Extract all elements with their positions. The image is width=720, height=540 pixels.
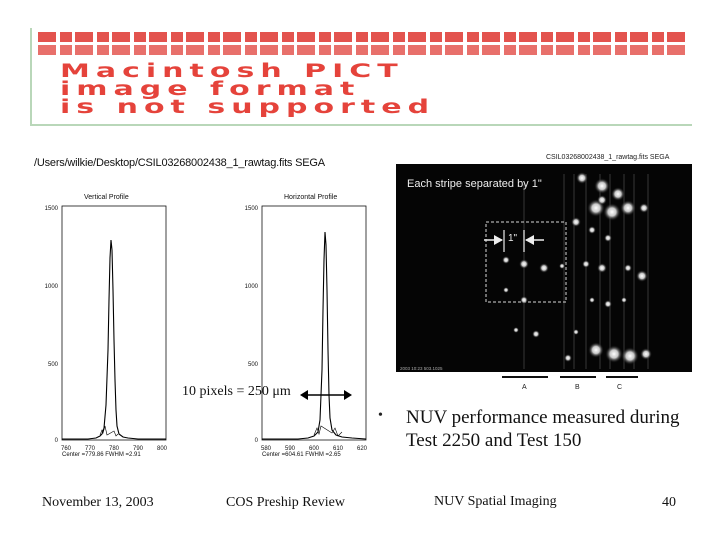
stripe-bar-c (606, 376, 638, 378)
x-tick: 760 (61, 446, 72, 452)
vertical-profile-stats: Center =779.86 FWHM =2.91 (62, 452, 141, 458)
x-tick: 780 (109, 446, 120, 452)
vertical-profile-x-ticks: 760 770 780 790 800 (61, 446, 168, 452)
arcsec-label: 1" (508, 233, 518, 244)
vertical-profile-curve (62, 239, 166, 440)
vertical-profile-title: Vertical Profile (84, 194, 129, 201)
horizontal-profile-y-ticks: 1500 1000 500 0 (245, 206, 259, 444)
bullet-text: NUV performance measured during Test 225… (406, 407, 680, 451)
detector-image-svg (484, 172, 652, 369)
y-tick: 500 (48, 362, 59, 368)
footer-event: COS Preship Review (226, 495, 345, 510)
footer-date: November 13, 2003 (42, 495, 154, 510)
bullet-dot-icon: • (378, 408, 383, 423)
x-tick: 620 (357, 446, 368, 452)
horizontal-profile-x-ticks: 580 590 600 610 620 (261, 446, 368, 452)
pict-notice-line3: is not supported (60, 96, 436, 118)
pict-placeholder-banner: Macintosh PICT image format is not suppo… (30, 28, 692, 126)
y-tick: 0 (55, 438, 59, 444)
stripe-bar-b (560, 376, 596, 378)
image-title: CSIL03268002438_1_rawtag.fits SEGA (546, 154, 670, 161)
footer-page-number: 40 (662, 495, 676, 510)
y-tick: 0 (255, 438, 259, 444)
detector-image: Each stripe separated by 1" 1" 2003 10:2… (396, 164, 692, 372)
vertical-profile-svg: 1500 1000 500 0 760 770 780 790 800 (45, 205, 168, 452)
figure-path-label: /Users/wilkie/Desktop/CSIL03268002438_1_… (34, 157, 325, 169)
stripe-bar-a (502, 376, 548, 378)
vertical-profile-y-ticks: 1500 1000 500 0 (45, 206, 59, 444)
x-tick: 800 (157, 446, 168, 452)
y-tick: 1000 (245, 284, 259, 290)
footer-topic: NUV Spatial Imaging (434, 494, 557, 509)
vertical-profile-plot: Vertical Profile 1500 1000 500 0 760 770… (28, 190, 178, 460)
x-tick: 600 (309, 446, 320, 452)
stripe-separation-text: Each stripe separated by 1" (407, 178, 542, 190)
y-tick: 1000 (45, 284, 59, 290)
horizontal-profile-curve (262, 231, 367, 440)
x-tick: 790 (133, 446, 144, 452)
x-tick: 590 (285, 446, 296, 452)
pict-notice-line2: image format (60, 78, 361, 100)
x-tick: 770 (85, 446, 96, 452)
x-tick: 610 (333, 446, 344, 452)
scale-label: 10 pixels = 250 μm (182, 384, 291, 399)
x-tick: 580 (261, 446, 272, 452)
stripe-letter-a: A (522, 384, 527, 391)
y-tick: 1500 (245, 206, 259, 212)
stripe-letter-b: B (575, 384, 580, 391)
horizontal-profile-title: Horizontal Profile (284, 194, 338, 201)
horizontal-profile-plot: Horizontal Profile 1500 1000 500 0 580 5… (228, 190, 378, 460)
pict-notice-line1: Macintosh PICT (60, 60, 404, 82)
stripe-letter-c: C (617, 384, 623, 391)
horizontal-profile-stats: Center =604.61 FWHM =2.65 (262, 452, 341, 458)
horizontal-profile-svg: 1500 1000 500 0 580 590 600 610 620 (245, 205, 368, 452)
scale-arrow-icon (300, 390, 352, 400)
image-footer-text: 2003 10:23 503.1025 (400, 366, 443, 371)
y-tick: 1500 (45, 206, 59, 212)
y-tick: 500 (248, 362, 259, 368)
